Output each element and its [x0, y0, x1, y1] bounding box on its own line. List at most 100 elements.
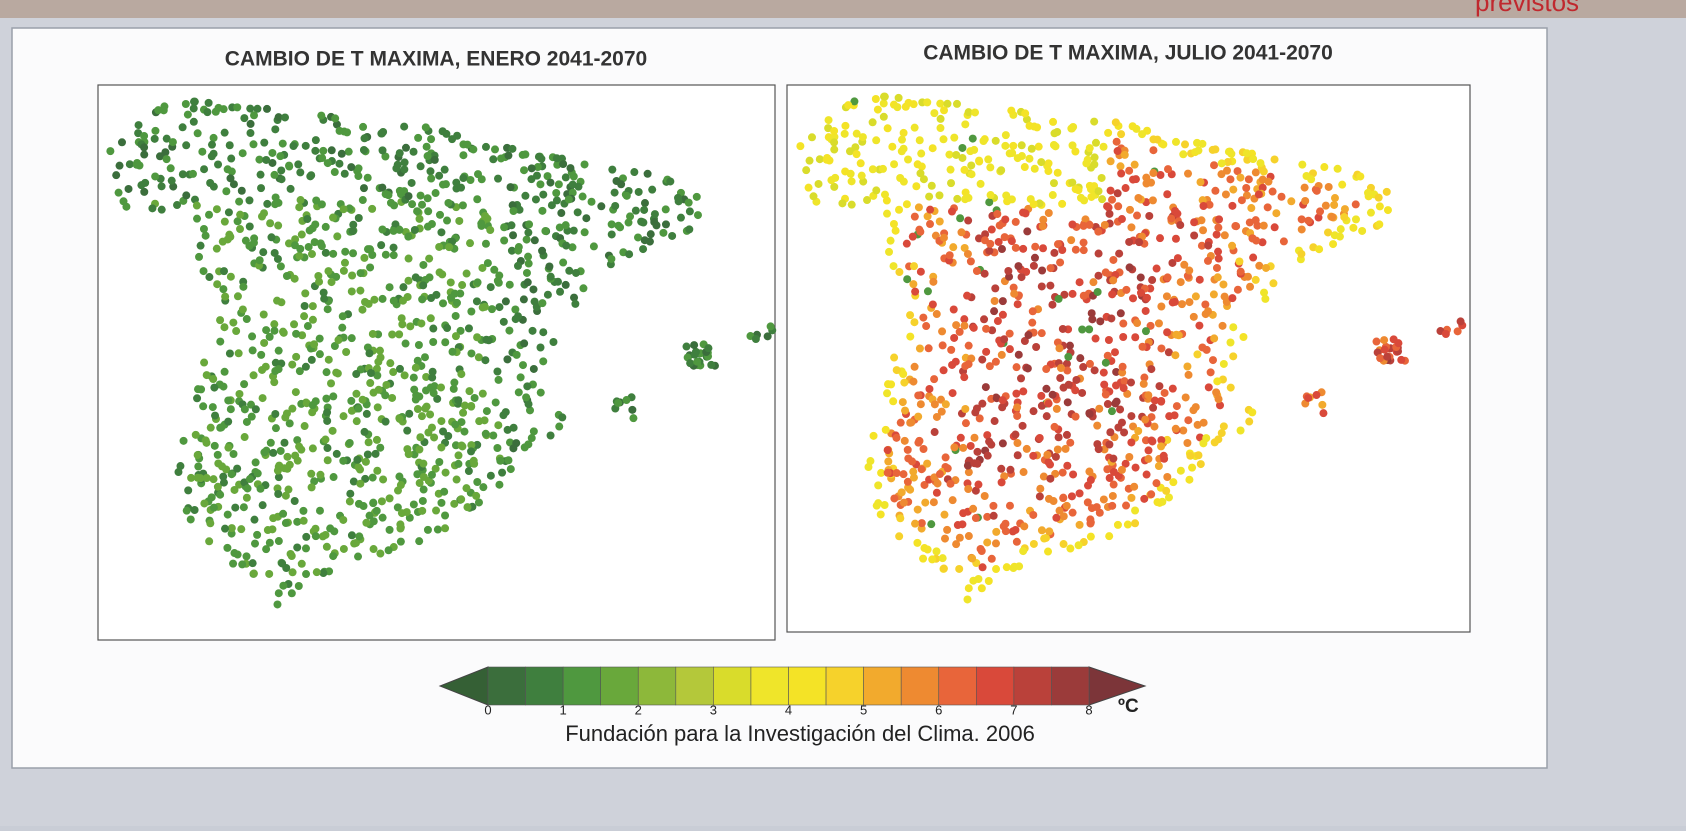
station-dot: [1196, 433, 1205, 442]
station-dot: [1217, 170, 1226, 179]
station-dot: [237, 186, 246, 195]
station-dot: [1222, 297, 1231, 306]
station-dot: [1085, 220, 1094, 229]
station-dot: [1075, 278, 1084, 287]
station-dot: [328, 426, 337, 435]
station-dot: [279, 509, 288, 518]
station-dot: [1054, 294, 1063, 303]
station-dot: [1083, 498, 1092, 507]
station-dot: [368, 473, 377, 482]
station-dot: [1029, 200, 1038, 209]
station-dot: [202, 474, 211, 483]
station-dot: [481, 429, 490, 438]
station-dot: [283, 452, 292, 461]
station-dot: [552, 188, 561, 197]
station-dot: [226, 272, 235, 281]
station-dot: [506, 465, 515, 474]
station-dot: [871, 94, 880, 103]
station-dot: [1214, 223, 1223, 232]
station-dot: [673, 193, 682, 202]
station-dot: [203, 108, 212, 117]
station-dot: [1013, 403, 1022, 412]
station-dot: [339, 266, 348, 275]
station-dot: [251, 458, 260, 467]
station-dot: [1029, 510, 1038, 519]
station-dot: [936, 114, 945, 123]
station-dot: [1211, 186, 1220, 195]
station-dot: [317, 200, 326, 209]
station-dot: [1356, 172, 1365, 181]
station-dot: [961, 405, 970, 414]
station-dot: [582, 214, 591, 223]
station-dot: [214, 160, 223, 169]
station-dot: [395, 330, 404, 339]
station-dot: [386, 359, 395, 368]
station-dot: [923, 98, 932, 107]
station-dot: [330, 168, 339, 177]
station-dot: [211, 411, 220, 420]
station-dot: [376, 443, 385, 452]
station-dot: [1397, 355, 1406, 364]
station-dot: [432, 506, 441, 515]
station-dot: [378, 146, 387, 155]
station-dot: [1351, 200, 1360, 209]
station-dot: [1215, 215, 1224, 224]
station-dot: [398, 320, 407, 329]
station-dot: [1105, 209, 1114, 218]
station-dot: [890, 160, 899, 169]
station-dot: [201, 231, 210, 240]
station-dot: [1022, 444, 1031, 453]
station-dot: [979, 136, 988, 145]
station-dot: [391, 220, 400, 229]
station-dot: [1163, 190, 1172, 199]
station-dot: [1053, 445, 1062, 454]
station-dot: [1144, 454, 1153, 463]
station-dot: [1093, 287, 1102, 296]
station-dot: [249, 371, 258, 380]
station-dot: [459, 408, 468, 417]
station-dot: [483, 214, 492, 223]
station-dot: [930, 400, 939, 409]
station-dot: [986, 163, 995, 172]
station-dot: [1157, 436, 1166, 445]
station-dot: [1011, 430, 1020, 439]
station-dot: [1261, 294, 1270, 303]
station-dot: [1184, 370, 1193, 379]
station-dot: [253, 469, 262, 478]
station-dot: [1453, 327, 1462, 336]
station-dot: [462, 269, 471, 278]
station-dot: [903, 275, 912, 284]
station-dot: [186, 515, 195, 524]
colorbar-segment: [1013, 666, 1052, 706]
station-dot: [1052, 513, 1061, 522]
station-dot: [970, 108, 979, 117]
station-dot: [424, 207, 433, 216]
station-dot: [265, 538, 274, 547]
station-dot: [414, 340, 423, 349]
station-dot: [568, 188, 577, 197]
station-dot: [963, 461, 972, 470]
station-dot: [1174, 331, 1183, 340]
station-dot: [420, 353, 429, 362]
station-dot: [895, 532, 904, 541]
station-dot: [1163, 435, 1172, 444]
station-dot: [178, 123, 187, 132]
station-dot: [1014, 350, 1023, 359]
station-dot: [923, 287, 932, 296]
station-dot: [1063, 398, 1072, 407]
station-dot: [270, 170, 279, 179]
station-dot: [1049, 117, 1058, 126]
station-dot: [348, 271, 357, 280]
station-dot: [990, 307, 999, 316]
station-dot: [1090, 160, 1099, 169]
station-dot: [892, 469, 901, 478]
station-dot: [915, 344, 924, 353]
station-dot: [1351, 215, 1360, 224]
station-dot: [501, 297, 510, 306]
station-dot: [912, 182, 921, 191]
station-dot: [1131, 506, 1140, 515]
station-dot: [441, 524, 450, 533]
station-dot: [1155, 382, 1164, 391]
station-dot: [889, 262, 898, 271]
station-dot: [1048, 191, 1057, 200]
